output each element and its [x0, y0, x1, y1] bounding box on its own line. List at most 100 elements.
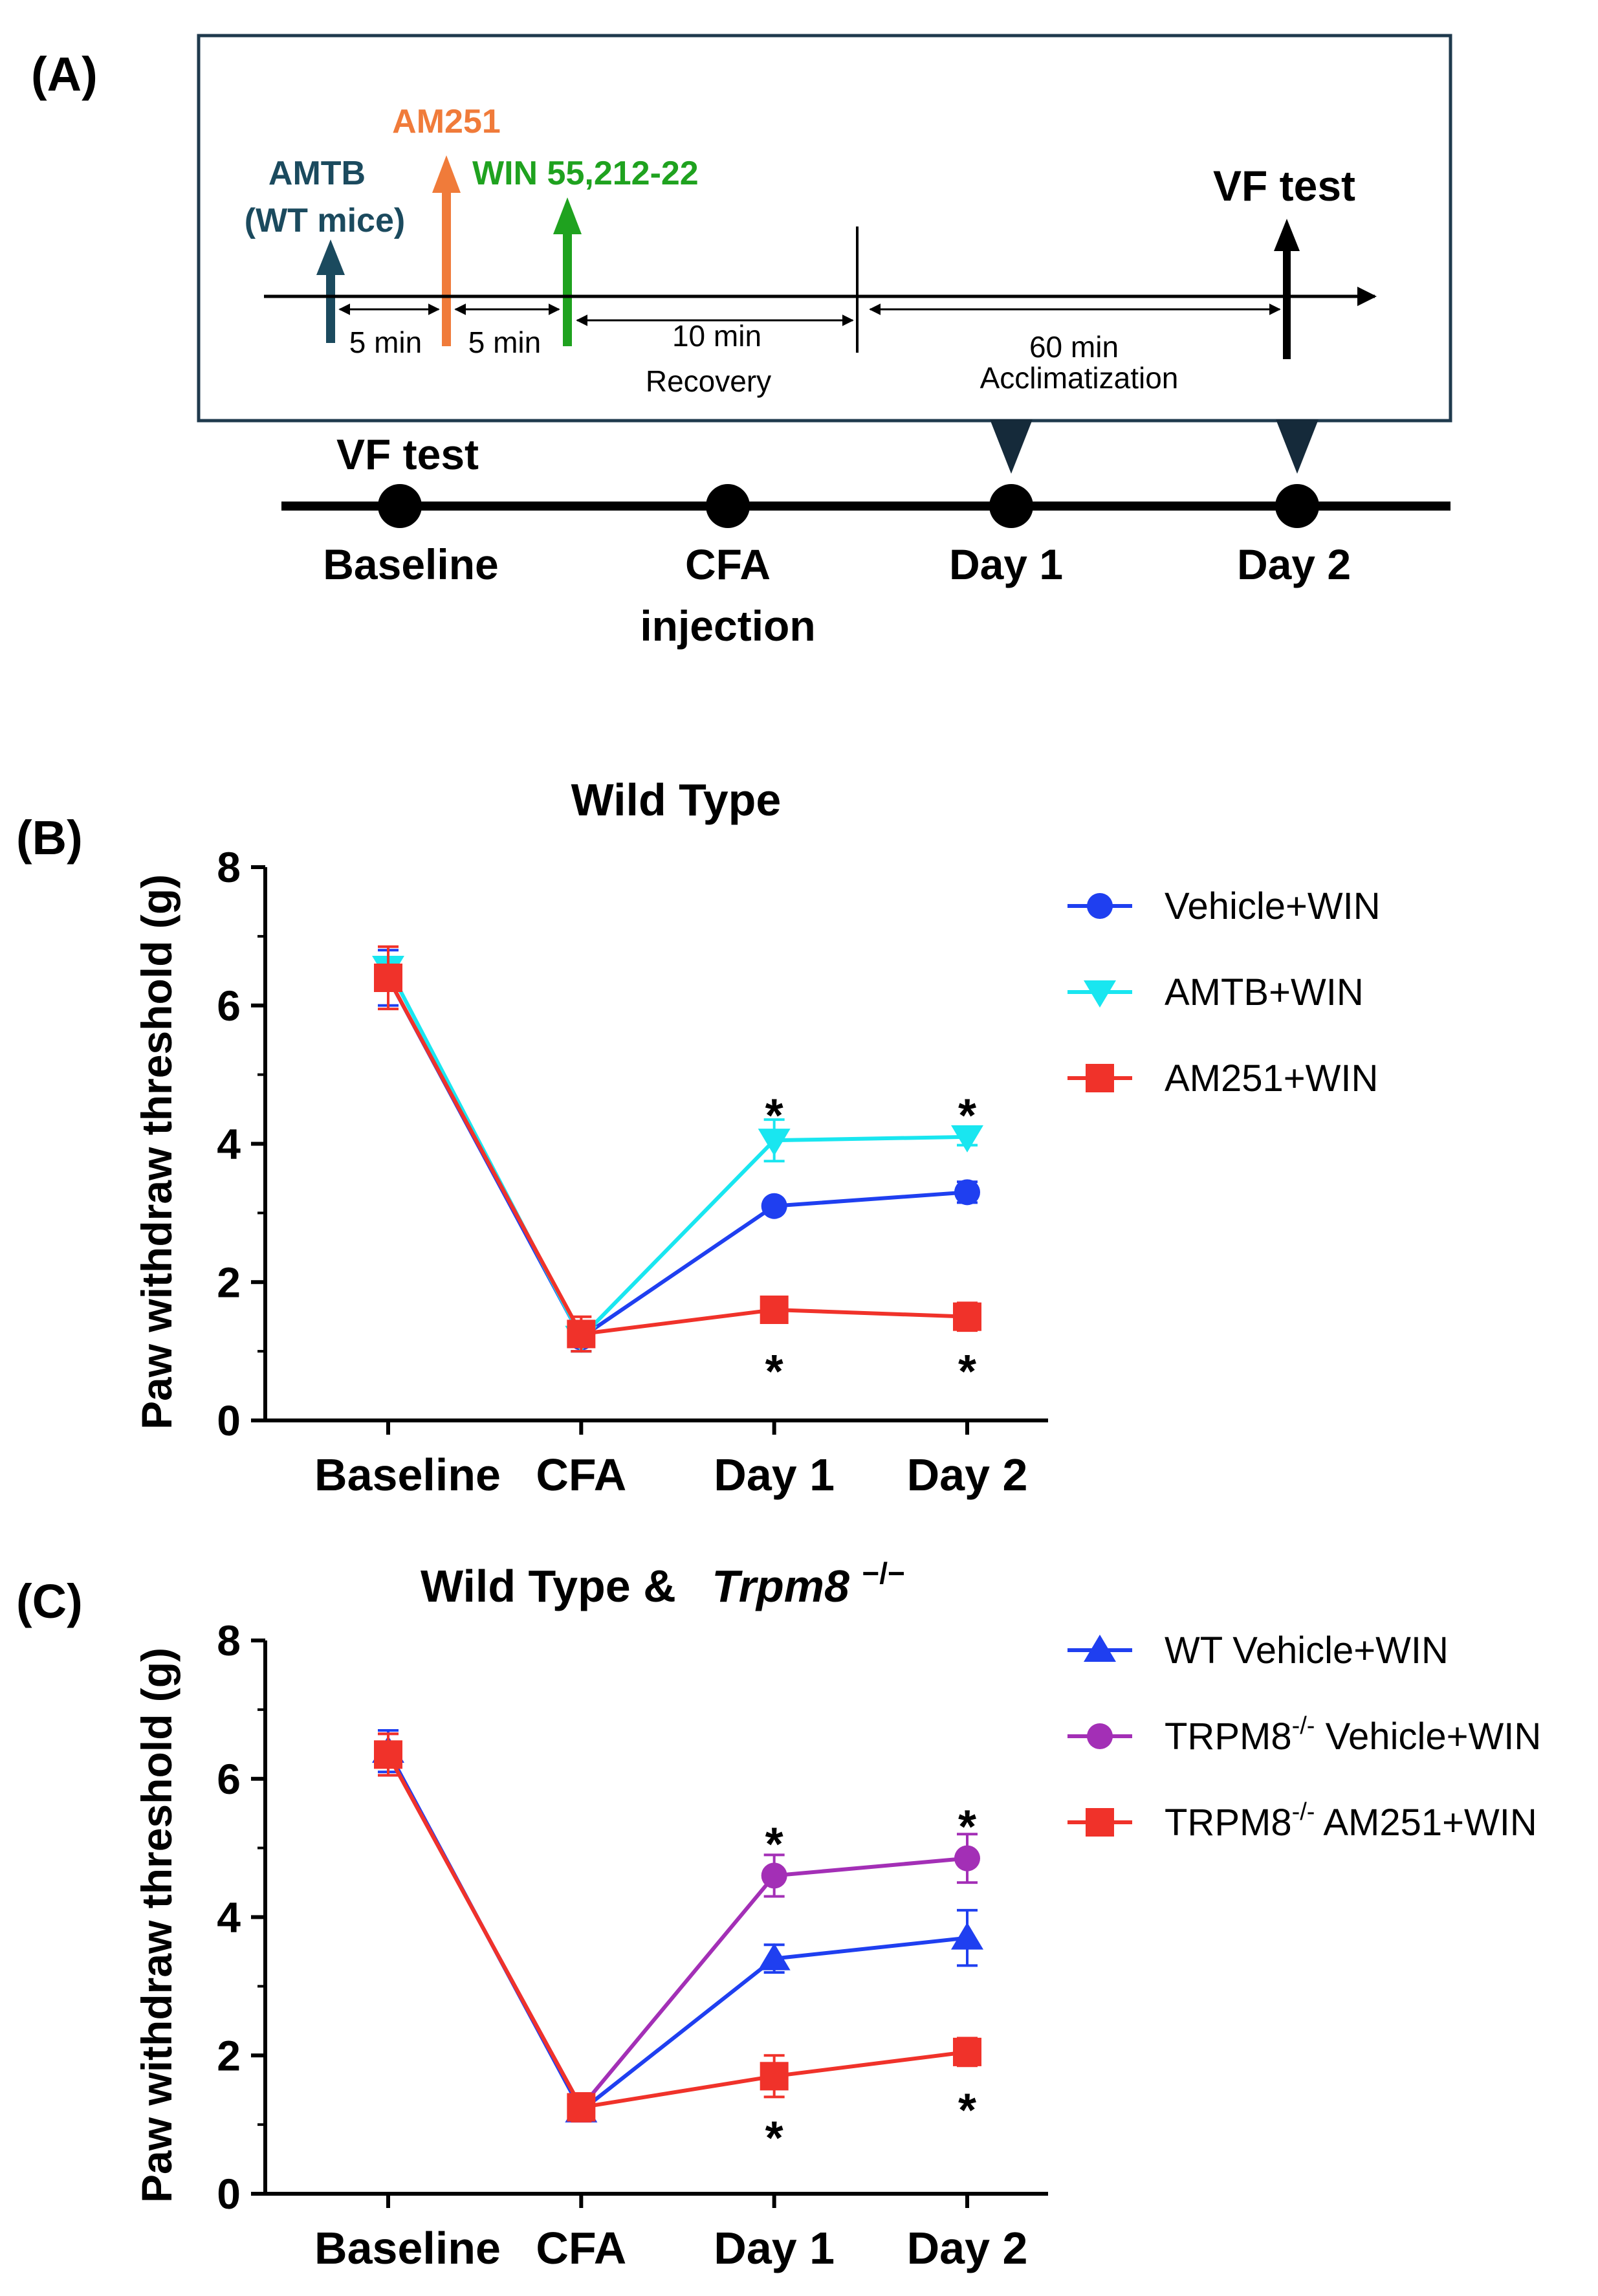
- baseline-label: Baseline: [323, 540, 498, 588]
- chart-b-series-0: [375, 949, 980, 1353]
- panel-a: (A) AMTB (WT mice) AM251 WIN 55,212-22 V…: [31, 34, 1452, 650]
- baseline-node: [378, 484, 422, 528]
- chart-c-series-line: [386, 1750, 968, 2114]
- chart-b-significance-star: *: [765, 1346, 783, 1398]
- chart-b-series-line: [386, 977, 968, 1336]
- chart-b-series-2: [374, 945, 981, 1353]
- chart-c-data-point: [954, 1845, 980, 1871]
- chart-b-y-tick-label: 8: [217, 843, 241, 891]
- chart-c-legend-label-sup: -/-: [1292, 1798, 1315, 1826]
- win-label: WIN 55,212-22: [472, 155, 699, 192]
- chart-b-legend-marker: [1084, 980, 1116, 1008]
- panel-b-label: (B): [16, 811, 83, 865]
- chart-c-y-tick-label: 0: [217, 2170, 241, 2218]
- chart-c-legend-label-rest: Vehicle+WIN: [1315, 1716, 1541, 1758]
- chart-c-title-main: Wild Type &: [421, 1561, 676, 1611]
- chart-b-series-line: [386, 966, 968, 1341]
- panel-b: (B) Wild Type Paw withdraw threshold (g)…: [16, 775, 1381, 1500]
- chart-c-significance-star: *: [765, 2112, 783, 2164]
- chart-b-x-tick-label: Day 1: [714, 1450, 835, 1500]
- chart-b-significance-star: *: [958, 1090, 976, 1142]
- chart-b-significance-star: *: [958, 1346, 976, 1398]
- chart-b-legend: Vehicle+WIN AMTB+WIN AM251+WIN: [1067, 885, 1381, 1099]
- chart-c-series: * * * *: [372, 1728, 983, 2164]
- amtb-mice-label: (WT mice): [245, 202, 405, 239]
- chart-c-axes: 0 2 4 6 8 Baseline CFA Day 1 Day 2: [217, 1617, 1048, 2273]
- chart-c-series-0: [372, 1728, 983, 2123]
- interval-60min-label: 60 min: [1029, 330, 1119, 364]
- chart-c-series-line: [386, 1753, 968, 2111]
- panel-a-label: (A): [31, 47, 98, 101]
- chart-c-x-tick-label: Day 1: [714, 2223, 835, 2273]
- chart-b-axes: 0 2 4 6 8 Baseline CFA Day 1 Day 2: [217, 843, 1048, 1500]
- win-arrow: [553, 197, 582, 346]
- chart-c-legend-marker: [1086, 1808, 1114, 1837]
- chart-c-data-point: [374, 1740, 402, 1769]
- vf-test-top-label: VF test: [1213, 162, 1355, 210]
- amtb-arrow: [316, 239, 345, 343]
- chart-b-y-tick-label: 2: [217, 1258, 241, 1306]
- panel-c-label: (C): [16, 1574, 83, 1628]
- chart-b-series-line: [386, 977, 968, 1341]
- chart-b-significance-star: *: [765, 1090, 783, 1142]
- chart-c-series-2: [374, 1732, 981, 2123]
- chart-c-title: Wild Type & Trpm8 −/−: [421, 1556, 905, 1611]
- chart-b-data-point: [758, 1129, 791, 1156]
- chart-b-title: Wild Type: [571, 775, 782, 825]
- chart-c-significance-star: *: [958, 1802, 976, 1853]
- interval-10min-label: 10 min: [672, 319, 761, 353]
- day2-test-marker: [1276, 419, 1319, 474]
- chart-b-legend-label: AM251+WIN: [1165, 1057, 1378, 1099]
- chart-b-legend-marker: [1087, 893, 1113, 919]
- chart-c-series-line: [386, 1753, 968, 2110]
- chart-b-ylabel: Paw withdraw threshold (g): [133, 874, 181, 1429]
- chart-b-y-tick-label: 6: [217, 982, 241, 1030]
- chart-b-data-point: [761, 1193, 787, 1219]
- chart-c-legend-label: WT Vehicle+WIN: [1165, 1629, 1449, 1672]
- chart-b-data-point: [760, 1296, 789, 1324]
- day1-node: [989, 484, 1033, 528]
- acclimatization-label: Acclimatization: [980, 361, 1179, 395]
- interval-5min-b-label: 5 min: [468, 326, 541, 359]
- recovery-label: Recovery: [646, 364, 771, 398]
- chart-b-data-point: [374, 964, 402, 992]
- chart-c-legend-marker: [1084, 1635, 1116, 1662]
- chart-c-title-sup: −/−: [862, 1556, 905, 1590]
- chart-b-series: * * * *: [372, 945, 983, 1398]
- day2-node: [1275, 484, 1319, 528]
- chart-b-x-tick-label: Day 2: [907, 1450, 1028, 1500]
- panel-c: (C) Wild Type & Trpm8 −/− Paw withdraw t…: [16, 1556, 1541, 2273]
- injection-label: injection: [640, 602, 815, 650]
- chart-c-legend-label-main: WT Vehicle+WIN: [1165, 1629, 1449, 1672]
- chart-c-data-point: [758, 1943, 791, 1970]
- cfa-node: [706, 484, 750, 528]
- day2-label: Day 2: [1237, 540, 1351, 588]
- cfa-label: CFA: [685, 540, 771, 588]
- chart-b-legend-label: AMTB+WIN: [1165, 971, 1364, 1013]
- vf-test-baseline-label: VF test: [336, 430, 479, 478]
- chart-c-title-gene: Trpm8: [712, 1561, 849, 1611]
- chart-b-series-1: [372, 955, 983, 1353]
- chart-c-data-point: [761, 1862, 787, 1889]
- day1-test-marker: [990, 419, 1033, 474]
- day1-label: Day 1: [949, 540, 1063, 588]
- chart-c-legend-label: TRPM8-/- Vehicle+WIN: [1165, 1712, 1541, 1758]
- chart-b-data-point: [951, 1125, 983, 1153]
- chart-c-legend-label-main: TRPM8: [1165, 1716, 1292, 1758]
- chart-c-y-tick-label: 2: [217, 2031, 241, 2079]
- chart-c-y-tick-label: 4: [217, 1893, 241, 1941]
- chart-c-significance-star: *: [958, 2085, 976, 2137]
- chart-c-data-point: [760, 2062, 789, 2091]
- chart-b-y-tick-label: 4: [217, 1120, 241, 1168]
- chart-c-data-point: [951, 1922, 983, 1950]
- chart-c-x-tick-label: Day 2: [907, 2223, 1028, 2273]
- interval-5min-a-label: 5 min: [349, 326, 422, 359]
- chart-c-x-tick-label: Baseline: [314, 2223, 501, 2273]
- chart-b-x-tick-label: Baseline: [314, 1450, 501, 1500]
- chart-c-y-tick-label: 8: [217, 1617, 241, 1664]
- chart-c-legend-marker: [1087, 1723, 1113, 1749]
- chart-c-legend-label: TRPM8-/- AM251+WIN: [1165, 1798, 1537, 1844]
- chart-c-ylabel: Paw withdraw threshold (g): [133, 1648, 181, 2203]
